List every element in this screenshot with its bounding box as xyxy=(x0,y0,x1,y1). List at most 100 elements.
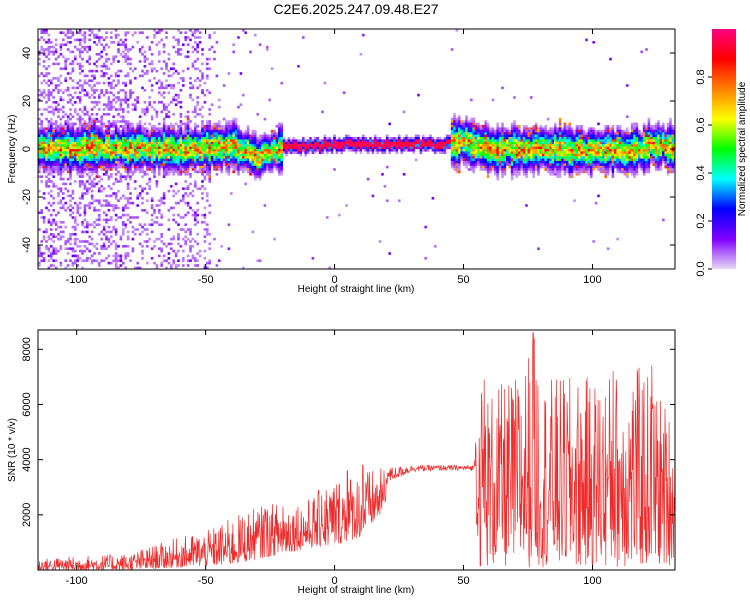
spectrogram-cell xyxy=(42,91,46,94)
spectrogram-cell xyxy=(191,245,195,248)
spectrogram-cell xyxy=(122,153,125,157)
spectrogram-cell xyxy=(172,168,175,171)
spectrogram-cell xyxy=(177,153,180,157)
spectrogram-cell xyxy=(460,120,463,123)
spectrogram-cell xyxy=(417,139,420,142)
spectrogram-cell xyxy=(194,218,197,222)
spectrogram-cell xyxy=(537,163,540,166)
spectrogram-cell xyxy=(465,139,468,142)
spectrogram-cell xyxy=(83,249,87,253)
spectrogram-cell xyxy=(129,132,132,135)
spectrogram-cell xyxy=(261,161,264,164)
spectrogram-cell xyxy=(486,141,490,145)
spectrogram-cell xyxy=(220,137,223,140)
spectrogram-cell xyxy=(179,115,183,118)
spectrogram-cell xyxy=(522,144,526,147)
spectrogram-cell xyxy=(182,139,185,142)
spectrogram-cell xyxy=(232,165,235,169)
spectrogram-cell xyxy=(414,146,418,150)
spectrogram-cell xyxy=(189,120,192,123)
spectrogram-cell xyxy=(455,158,459,162)
spectrogram-cell xyxy=(230,161,233,164)
spectrogram-cell xyxy=(174,221,178,224)
spectrogram-cell xyxy=(400,144,403,147)
spectrogram-cell xyxy=(551,141,555,145)
spectrogram-cell xyxy=(172,149,175,152)
spectrogram-cell xyxy=(64,247,67,250)
spectrogram-cell xyxy=(81,151,84,154)
spectrogram-cell xyxy=(90,132,94,135)
spectrogram-cell xyxy=(158,161,161,164)
spectrogram-cell xyxy=(98,161,101,164)
spectrogram-cell xyxy=(112,60,115,63)
spectrogram-cell xyxy=(299,153,303,157)
spectrogram-cell xyxy=(93,84,96,87)
spectrogram-cell xyxy=(57,91,60,94)
spectrogram-cell xyxy=(261,156,264,159)
spectrogram-cell xyxy=(258,168,262,171)
spectrogram-cell xyxy=(256,139,259,142)
spectrogram-cell xyxy=(90,161,94,164)
spectrogram-cell xyxy=(122,141,125,145)
spectrogram-cell xyxy=(110,132,113,135)
spectrogram-cell xyxy=(510,173,514,176)
spectrogram-cell xyxy=(282,151,286,154)
spectrogram-cell xyxy=(203,266,207,269)
spectrogram-cell xyxy=(498,165,502,169)
spectrogram-cell xyxy=(242,266,245,269)
spectrogram-cell xyxy=(201,170,204,174)
spectrogram-cell xyxy=(100,245,103,248)
spectrogram-cell xyxy=(119,43,123,46)
spectrogram-cell xyxy=(201,149,204,152)
spectrogram-cell xyxy=(40,125,43,128)
spectrogram-cell xyxy=(376,151,379,154)
spectrogram-cell xyxy=(254,170,257,174)
spectrogram-cell xyxy=(417,93,420,97)
spectrogram-cell xyxy=(388,252,391,255)
spectrogram-cell xyxy=(38,170,41,174)
spectrogram-cell xyxy=(450,132,454,135)
spectrogram-cell xyxy=(131,151,135,154)
spectrogram-cell xyxy=(62,221,65,224)
spectrogram-cell xyxy=(105,221,108,224)
spectrogram-cell xyxy=(119,158,123,162)
spectrogram-cell xyxy=(208,261,211,265)
spectrogram-cell xyxy=(215,139,219,142)
spectrogram-cell xyxy=(304,146,307,150)
spectrogram-cell xyxy=(62,132,65,135)
spectrogram-cell xyxy=(189,93,192,97)
spectrogram-cell xyxy=(112,132,115,135)
spectrogram-cell xyxy=(136,204,139,207)
spectrogram-cell xyxy=(47,125,51,128)
spectrogram-cell xyxy=(150,69,154,73)
spectrogram-cell xyxy=(198,168,202,171)
spectrogram-cell xyxy=(64,139,67,142)
spectrogram-cell xyxy=(321,146,324,150)
spectrogram-cell xyxy=(105,149,108,152)
spectrogram-cell xyxy=(40,113,43,116)
spectrogram-cell xyxy=(62,43,65,46)
spectrogram-cell xyxy=(261,151,264,154)
spectrogram-cell xyxy=(510,129,514,133)
spectrogram-cell xyxy=(150,132,154,135)
spectrogram-cell xyxy=(177,213,180,217)
spectrogram-cell xyxy=(225,129,228,133)
spectrogram-cell xyxy=(369,149,372,152)
spectrogram-cell xyxy=(196,170,199,174)
spectrogram-cell xyxy=(542,151,545,154)
spectrogram-cell xyxy=(489,144,492,147)
spectrogram-cell xyxy=(117,149,120,152)
spectrogram-cell xyxy=(162,72,166,75)
spectrogram-cell xyxy=(54,223,58,226)
spectrogram-cell xyxy=(114,213,118,217)
spectrogram-cell xyxy=(220,146,223,150)
spectrogram-cell xyxy=(47,132,51,135)
spectrogram-cell xyxy=(100,149,103,152)
spectrogram-cell xyxy=(467,122,471,126)
spectrogram-cell xyxy=(153,29,156,32)
spectrogram-cell xyxy=(532,151,535,154)
spectrogram-cell xyxy=(234,151,238,154)
spectrogram-cell xyxy=(309,149,312,152)
spectrogram-cell xyxy=(126,132,130,135)
spectrogram-cell xyxy=(165,134,168,138)
